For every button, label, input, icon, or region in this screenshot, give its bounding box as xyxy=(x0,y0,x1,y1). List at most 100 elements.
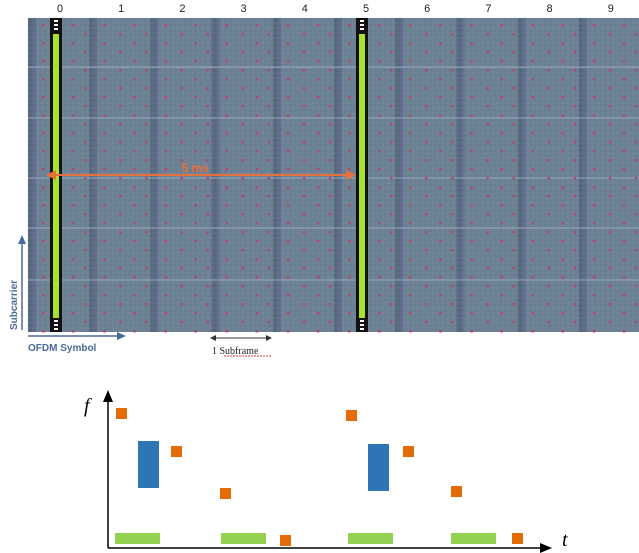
pilot-marker xyxy=(180,33,183,36)
pilot-marker xyxy=(608,105,612,108)
pilot-marker xyxy=(255,96,259,99)
pilot-marker xyxy=(634,87,638,90)
sync-tick xyxy=(360,20,364,22)
pilot-marker xyxy=(486,123,489,126)
subframe-number-8: 8 xyxy=(547,3,553,15)
pilot-marker xyxy=(133,24,136,27)
pilot-marker xyxy=(84,123,87,126)
orange-block xyxy=(280,535,291,546)
pilot-marker xyxy=(634,105,638,108)
pilot-marker xyxy=(470,186,473,189)
pilot-marker xyxy=(206,195,209,198)
pilot-marker xyxy=(103,240,106,243)
pilot-marker xyxy=(486,69,489,72)
pilot-marker xyxy=(390,303,393,306)
pilot-marker xyxy=(206,123,209,126)
pilot-marker xyxy=(470,312,473,315)
pilot-marker xyxy=(439,222,442,225)
pilot-marker xyxy=(531,186,535,189)
pilot-marker xyxy=(328,267,332,270)
pilot-marker xyxy=(255,24,259,27)
pilot-marker xyxy=(84,87,87,90)
pilot-marker xyxy=(286,132,290,135)
pilot-marker xyxy=(390,33,393,36)
pilot-marker xyxy=(531,168,535,171)
pilot-marker xyxy=(103,294,106,297)
pilot-marker xyxy=(439,96,442,99)
pilot-marker xyxy=(328,69,332,72)
subframe-boundary xyxy=(456,18,462,332)
pilot-marker xyxy=(241,321,245,324)
pilot-marker xyxy=(267,33,271,36)
pilot-marker xyxy=(206,87,209,90)
pilot-marker xyxy=(573,195,577,198)
pilot-marker xyxy=(42,60,45,63)
pilot-marker xyxy=(194,168,197,171)
pilot-marker xyxy=(500,258,503,261)
pilot-marker xyxy=(194,132,197,135)
pilot-marker xyxy=(348,132,351,135)
pilot-marker xyxy=(390,267,393,270)
pilot-marker xyxy=(103,204,106,207)
pilot-marker xyxy=(425,231,428,234)
pilot-marker xyxy=(470,24,473,27)
pilot-marker xyxy=(194,258,197,261)
subframe-number-4: 4 xyxy=(302,3,308,15)
pilot-marker xyxy=(316,276,320,279)
pilot-marker xyxy=(348,96,351,99)
pilot-marker xyxy=(608,267,612,270)
pilot-marker xyxy=(72,276,75,279)
pilot-marker xyxy=(608,177,612,180)
pilot-marker xyxy=(512,159,515,162)
pilot-marker xyxy=(486,105,489,108)
pilot-marker xyxy=(547,267,551,270)
pilot-marker xyxy=(592,330,596,333)
pilot-marker xyxy=(42,168,45,171)
pilot-marker xyxy=(573,321,577,324)
pilot-marker xyxy=(119,159,122,162)
pilot-marker xyxy=(72,60,75,63)
pilot-marker xyxy=(206,285,209,288)
pilot-marker xyxy=(225,204,229,207)
pilot-marker xyxy=(500,222,503,225)
arrow-head-left xyxy=(46,170,56,180)
pilot-marker xyxy=(267,267,271,270)
pilot-marker xyxy=(241,105,245,108)
pilot-marker xyxy=(316,60,320,63)
pilot-marker xyxy=(72,168,75,171)
pilot-marker xyxy=(145,33,148,36)
pilot-marker xyxy=(164,222,167,225)
pilot-marker xyxy=(500,60,503,63)
pilot-marker xyxy=(634,213,638,216)
pilot-marker xyxy=(180,177,183,180)
pilot-marker xyxy=(225,294,229,297)
pilot-marker xyxy=(72,42,75,45)
pilot-marker xyxy=(241,87,245,90)
pilot-marker xyxy=(439,312,442,315)
pilot-marker xyxy=(592,24,596,27)
orange-block xyxy=(451,486,462,497)
pilot-marker xyxy=(409,60,412,63)
control-column xyxy=(583,18,587,332)
pilot-marker xyxy=(486,249,489,252)
pilot-marker xyxy=(267,249,271,252)
pilot-marker xyxy=(531,276,535,279)
pilot-marker xyxy=(84,105,87,108)
pilot-marker xyxy=(267,105,271,108)
pilot-marker xyxy=(561,78,565,81)
pilot-marker xyxy=(328,51,332,54)
pilot-marker xyxy=(328,285,332,288)
pilot-marker xyxy=(119,33,122,36)
pilot-marker xyxy=(608,159,612,162)
pilot-marker xyxy=(194,330,197,333)
green-bar xyxy=(451,533,496,544)
pilot-marker xyxy=(267,285,271,288)
pilot-marker xyxy=(486,141,489,144)
pilot-marker xyxy=(561,204,565,207)
pilot-marker xyxy=(573,123,577,126)
pilot-marker xyxy=(348,24,351,27)
pilot-marker xyxy=(378,150,381,153)
pilot-marker xyxy=(194,312,197,315)
pilot-marker xyxy=(531,96,535,99)
pilot-marker xyxy=(241,249,245,252)
